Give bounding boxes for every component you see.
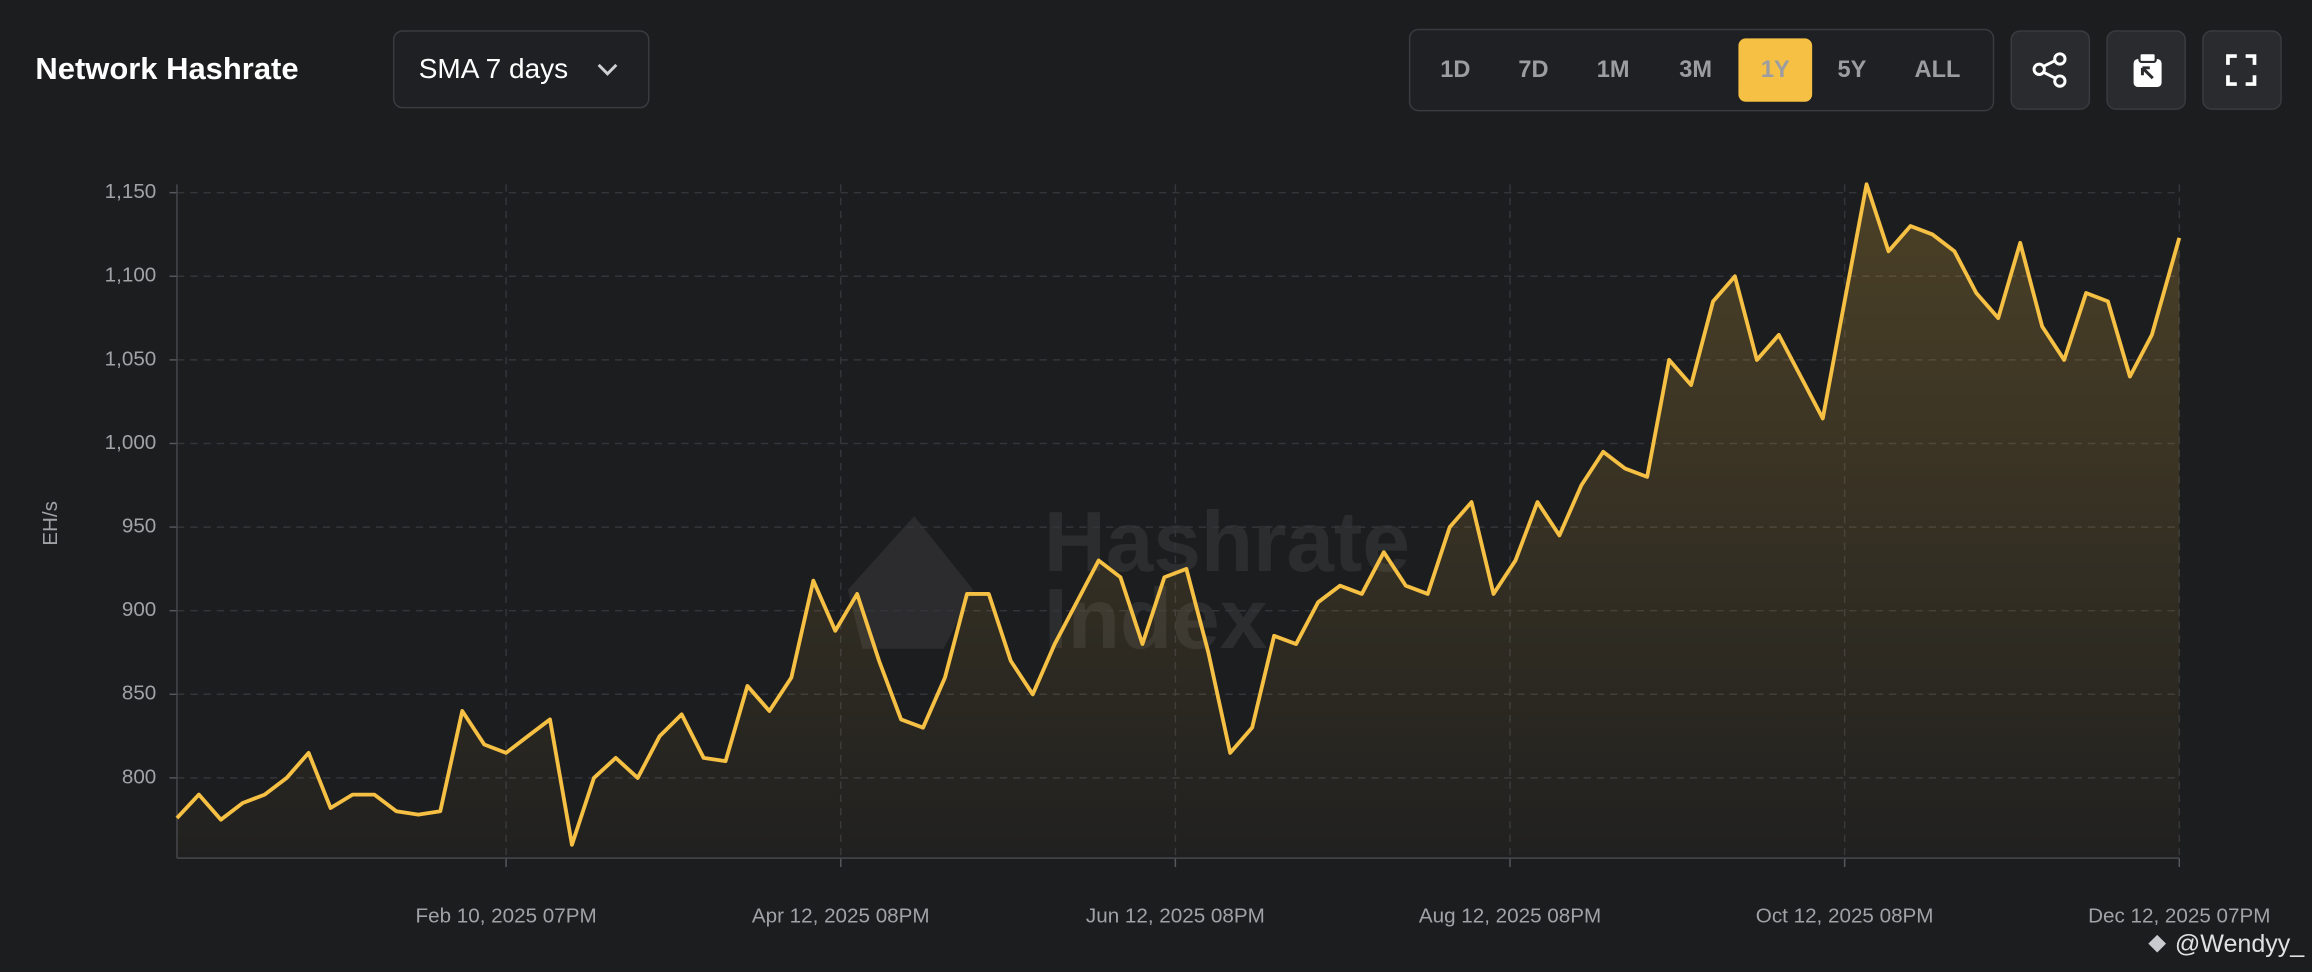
y-tick-label: 800 bbox=[122, 765, 156, 788]
range-label[interactable]: 1D bbox=[1440, 56, 1470, 82]
range-button[interactable]: 1Y bbox=[1738, 38, 1813, 102]
x-tick-label: Oct 12, 2025 08PM bbox=[1756, 905, 1934, 928]
credit-icon bbox=[2148, 934, 2167, 953]
range-label[interactable]: 1M bbox=[1597, 56, 1630, 82]
y-tick-label: 950 bbox=[122, 515, 156, 538]
range-group bbox=[1408, 28, 1995, 112]
y-tick-label: 900 bbox=[122, 598, 156, 621]
copy-button[interactable] bbox=[2106, 30, 2186, 110]
icon bbox=[2053, 52, 2067, 66]
range-buttons: 1D 7D 1M 3M 1Y 5Y ALL bbox=[1440, 38, 1961, 102]
icon bbox=[2138, 51, 2157, 64]
range-button[interactable]: 5Y bbox=[1838, 56, 1867, 82]
line bbox=[175, 182, 2182, 847]
y-axis-label: EH/s bbox=[39, 501, 62, 546]
title: Network Hashrate bbox=[35, 51, 298, 86]
chevron bbox=[597, 63, 618, 76]
icon bbox=[2042, 59, 2057, 80]
x-tick-label: Jun 12, 2025 08PM bbox=[1086, 905, 1265, 928]
watermark-logo bbox=[847, 516, 974, 649]
plot: 800 850 900 950 1,000 1,050 1,100 1,150 Feb 10, … bbox=[105, 180, 2271, 927]
y-tick-label: 1,150 bbox=[105, 180, 157, 203]
range-label[interactable]: ALL bbox=[1915, 56, 1961, 82]
range-label[interactable]: 3M bbox=[1679, 56, 1712, 82]
share-box[interactable] bbox=[2010, 30, 2091, 110]
range-label[interactable]: 5Y bbox=[1838, 56, 1867, 82]
range-button[interactable]: 1M bbox=[1597, 56, 1630, 82]
range-button[interactable]: 7D bbox=[1518, 56, 1548, 82]
credit: @Wendyy_ bbox=[2175, 930, 2305, 958]
range-label[interactable]: 1Y bbox=[1761, 56, 1790, 82]
range-active-bg[interactable] bbox=[1738, 38, 1813, 102]
icon bbox=[2140, 66, 2154, 80]
range-button[interactable]: ALL bbox=[1915, 56, 1961, 82]
range-button[interactable]: 3M bbox=[1679, 56, 1712, 82]
y-tick-label: 850 bbox=[122, 682, 156, 705]
y-tick-label: 1,000 bbox=[105, 431, 157, 454]
dropdown-box[interactable] bbox=[392, 30, 650, 109]
icon bbox=[2053, 74, 2067, 88]
x-tick-label: Aug 12, 2025 08PM bbox=[1419, 905, 1601, 928]
icon bbox=[2226, 54, 2257, 86]
icon bbox=[2032, 62, 2046, 76]
share-button[interactable] bbox=[2010, 30, 2091, 110]
y-tick-label: 1,100 bbox=[105, 264, 157, 287]
range-button[interactable]: 1D bbox=[1440, 56, 1470, 82]
y-tick-label: 1,050 bbox=[105, 347, 157, 370]
x-tick-label: Apr 12, 2025 08PM bbox=[752, 905, 930, 928]
dropdown[interactable]: SMA 7 days bbox=[392, 30, 650, 109]
area bbox=[176, 184, 2180, 859]
x-tick-label: Feb 10, 2025 07PM bbox=[416, 905, 597, 928]
fullscreen-button[interactable] bbox=[2202, 30, 2282, 110]
dropdown-label[interactable]: SMA 7 days bbox=[419, 53, 568, 84]
x-tick-label: Dec 12, 2025 07PM bbox=[2088, 905, 2270, 928]
range-label[interactable]: 7D bbox=[1518, 56, 1548, 82]
fullscreen-box[interactable] bbox=[2202, 30, 2282, 110]
